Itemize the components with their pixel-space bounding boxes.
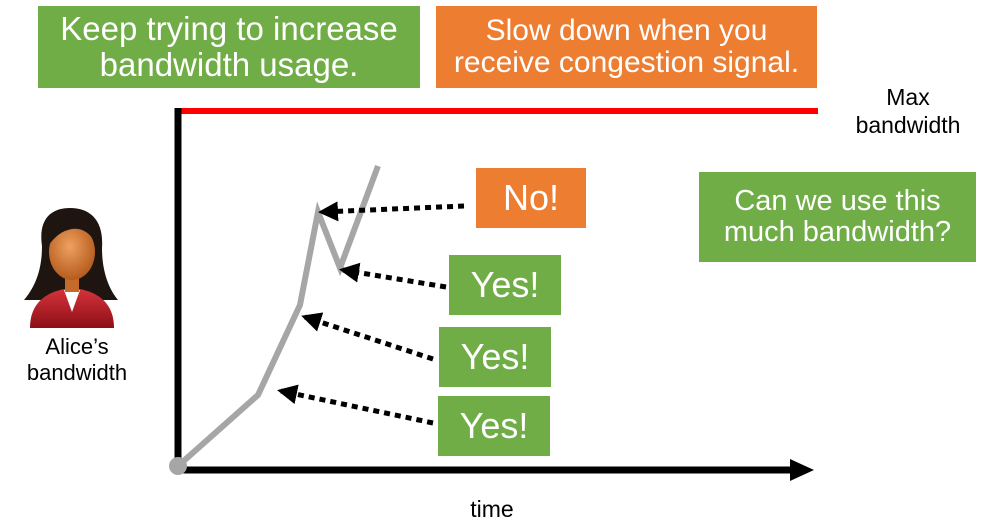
arrow-yes-1 <box>277 384 434 426</box>
response-yes-3-text: Yes! <box>470 263 540 305</box>
max-bandwidth-label: Max bandwidth <box>855 84 961 138</box>
bandwidth-usage-line <box>176 164 381 469</box>
response-no: No! <box>476 168 586 228</box>
bandwidth-question-callout: Can we use this much bandwidth? <box>699 172 976 262</box>
response-yes-1: Yes! <box>438 396 550 456</box>
response-yes-2-text: Yes! <box>460 335 530 377</box>
bandwidth-question-text: Can we use this much bandwidth? <box>723 184 952 248</box>
response-yes-3: Yes! <box>449 255 561 315</box>
keep-trying-callout: Keep trying to increase bandwidth usage. <box>38 6 420 88</box>
response-yes-2: Yes! <box>439 327 551 387</box>
alice-bandwidth-label: Alice’s bandwidth <box>26 334 128 386</box>
slow-down-callout: Slow down when you receive congestion si… <box>436 6 817 88</box>
usage-start-point <box>169 457 187 475</box>
arrow-yes-3 <box>339 262 447 290</box>
slow-down-text: Slow down when you receive congestion si… <box>453 13 800 79</box>
arrow-yes-2 <box>301 312 434 362</box>
keep-trying-text: Keep trying to increase bandwidth usage. <box>60 10 398 83</box>
woman-user-icon <box>24 208 118 328</box>
response-yes-1-text: Yes! <box>459 404 529 446</box>
time-axis-label: time <box>470 496 514 522</box>
arrow-no <box>318 201 465 222</box>
time-axis-arrowhead <box>790 459 814 481</box>
response-no-text: No! <box>502 176 560 218</box>
